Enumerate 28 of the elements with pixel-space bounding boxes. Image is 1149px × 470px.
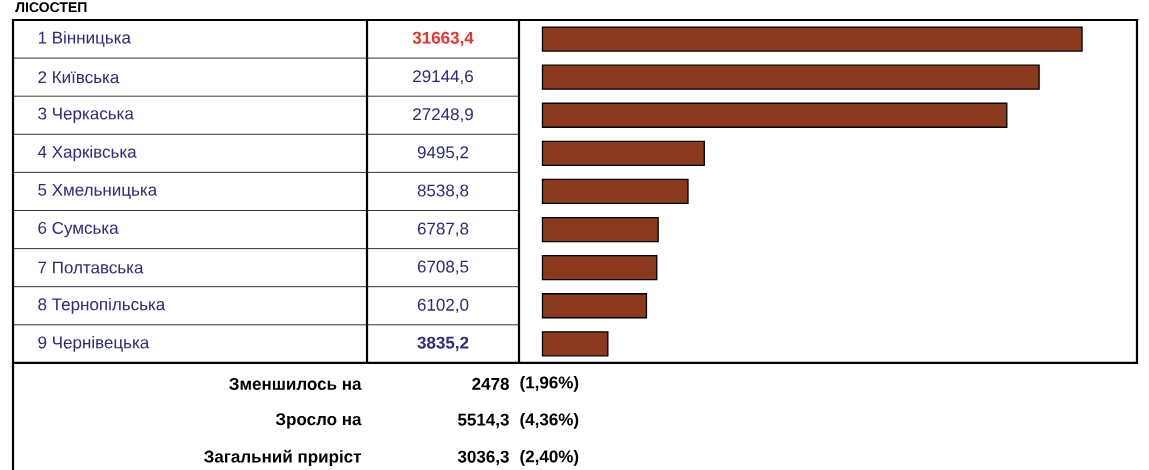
data-label: 6787,8 xyxy=(417,222,469,237)
text: Зменшилось на xyxy=(229,377,362,390)
y-tick-label: 7 Полтавська xyxy=(38,261,144,274)
data-label: 31663,4 xyxy=(412,31,474,47)
data-label: 29144,6 xyxy=(413,70,473,85)
text: (2,40%) xyxy=(520,449,579,466)
y-tick-label: 2 Київська xyxy=(38,71,120,84)
text: Загальний приріст xyxy=(204,449,362,466)
text: 5514,3 xyxy=(458,413,509,429)
data-label: 6708,5 xyxy=(417,260,469,275)
text: (4,36%) xyxy=(520,412,579,429)
y-tick-label: 1 Вінницька xyxy=(38,31,131,47)
y-tick-label: 3 Черкаська xyxy=(38,107,134,123)
data-label: 27248,9 xyxy=(413,108,473,123)
y-tick-label: 4 Харківська xyxy=(37,145,137,162)
data-label: 6102,0 xyxy=(417,298,469,313)
y-tick-label: 6 Сумська xyxy=(38,221,119,238)
text: 3036,3 xyxy=(457,450,509,466)
data-label: 3835,2 xyxy=(417,336,469,352)
text: 2478 xyxy=(472,377,509,390)
text: Зросло на xyxy=(275,413,362,429)
text: (1,96%) xyxy=(520,375,579,392)
y-tick-label: 5 Хмельницька xyxy=(38,183,158,200)
data-label: 8538,8 xyxy=(417,184,469,199)
text: ЛІСОСТЕП xyxy=(15,2,87,13)
data-label: 9495,2 xyxy=(417,146,469,161)
y-tick-label: 9 Чернівецька xyxy=(38,335,150,352)
y-tick-label: 8 Тернопільська xyxy=(38,297,166,314)
